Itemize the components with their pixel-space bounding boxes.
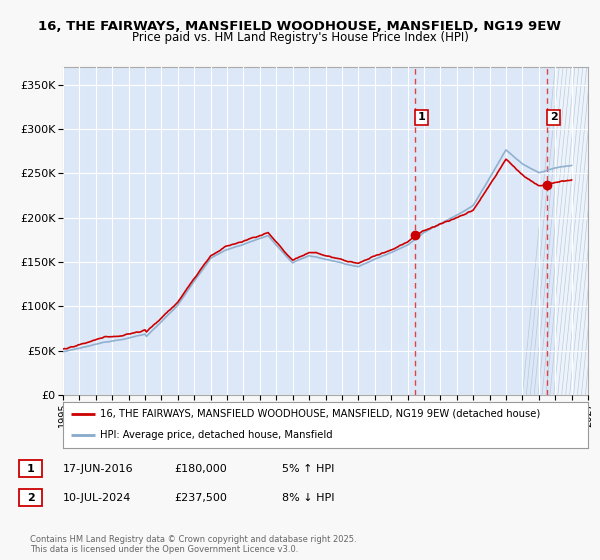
Text: 16, THE FAIRWAYS, MANSFIELD WOODHOUSE, MANSFIELD, NG19 9EW: 16, THE FAIRWAYS, MANSFIELD WOODHOUSE, M… (38, 20, 562, 32)
Text: Contains HM Land Registry data © Crown copyright and database right 2025.
This d: Contains HM Land Registry data © Crown c… (30, 535, 356, 554)
Text: £237,500: £237,500 (174, 493, 227, 503)
Text: 2: 2 (27, 493, 34, 503)
Bar (555, 67, 588, 395)
Text: 10-JUL-2024: 10-JUL-2024 (63, 493, 131, 503)
Text: 8% ↓ HPI: 8% ↓ HPI (282, 493, 335, 503)
Text: £180,000: £180,000 (174, 464, 227, 474)
Text: HPI: Average price, detached house, Mansfield: HPI: Average price, detached house, Mans… (100, 430, 332, 440)
Text: Price paid vs. HM Land Registry's House Price Index (HPI): Price paid vs. HM Land Registry's House … (131, 31, 469, 44)
Text: 17-JUN-2016: 17-JUN-2016 (63, 464, 134, 474)
Text: 16, THE FAIRWAYS, MANSFIELD WOODHOUSE, MANSFIELD, NG19 9EW (detached house): 16, THE FAIRWAYS, MANSFIELD WOODHOUSE, M… (100, 409, 540, 418)
Text: 1: 1 (418, 113, 425, 122)
Text: 1: 1 (27, 464, 34, 474)
Text: 5% ↑ HPI: 5% ↑ HPI (282, 464, 334, 474)
Text: 2: 2 (550, 113, 557, 122)
